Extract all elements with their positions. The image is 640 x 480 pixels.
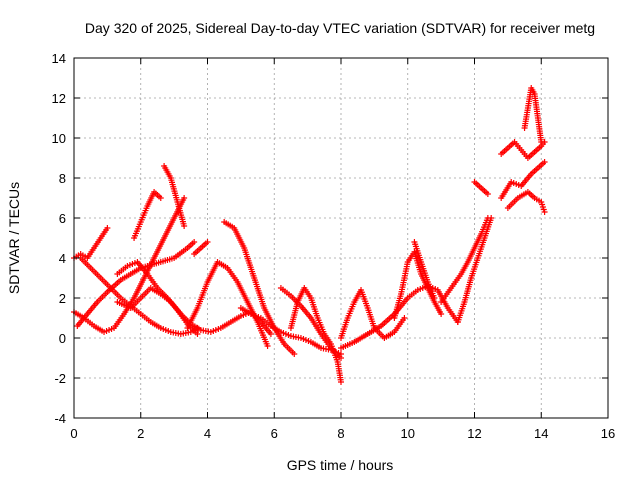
plus-marker [538,139,545,145]
y-tick-label: 0 [59,331,66,346]
x-tick-label: 6 [271,426,278,441]
y-tick-label: 6 [59,211,66,226]
plus-marker [194,331,201,337]
plus-marker [488,215,495,221]
x-axis-label: GPS time / hours [287,457,394,473]
plus-marker [541,209,548,215]
plus-marker [338,379,344,385]
x-tick-label: 12 [467,426,481,441]
y-tick-label: 12 [52,91,66,106]
y-tick-label: 14 [52,51,66,66]
tick-layer: 0 2 4 6 8 10 12 14 16 -4 -2 0 2 4 6 8 10 12 14 [52,51,616,441]
plus-marker [181,195,188,201]
y-tick-label: 2 [59,291,66,306]
plus-marker [104,225,111,231]
y-tick-label: 4 [59,251,66,266]
plus-marker [267,331,274,337]
y-tick-label: -2 [54,371,66,386]
grid-layer [74,58,608,418]
x-tick-label: 0 [70,426,77,441]
x-tick-label: 16 [601,426,615,441]
plus-marker [191,239,198,245]
plus-marker [181,223,188,229]
x-tick-label: 8 [337,426,344,441]
y-axis-label: SDTVAR / TECUs [6,182,22,294]
plus-marker [264,343,271,349]
y-tick-label: -4 [54,411,66,426]
plus-marker [438,311,445,317]
x-tick-label: 10 [401,426,415,441]
plus-marker [484,191,491,197]
y-tick-label: 10 [52,131,66,146]
chart-title: Day 320 of 2025, Sidereal Day-to-day VTE… [85,20,595,36]
plus-marker [338,355,344,361]
plus-marker [204,239,211,245]
plus-marker [401,315,408,321]
y-tick-label: 8 [59,171,66,186]
data-marks [71,85,548,385]
plus-marker [157,195,164,201]
plus-marker [291,351,298,357]
plus-marker [431,295,438,301]
plus-marker [541,159,548,165]
x-tick-label: 14 [534,426,548,441]
x-tick-label: 2 [137,426,144,441]
x-tick-label: 4 [204,426,211,441]
